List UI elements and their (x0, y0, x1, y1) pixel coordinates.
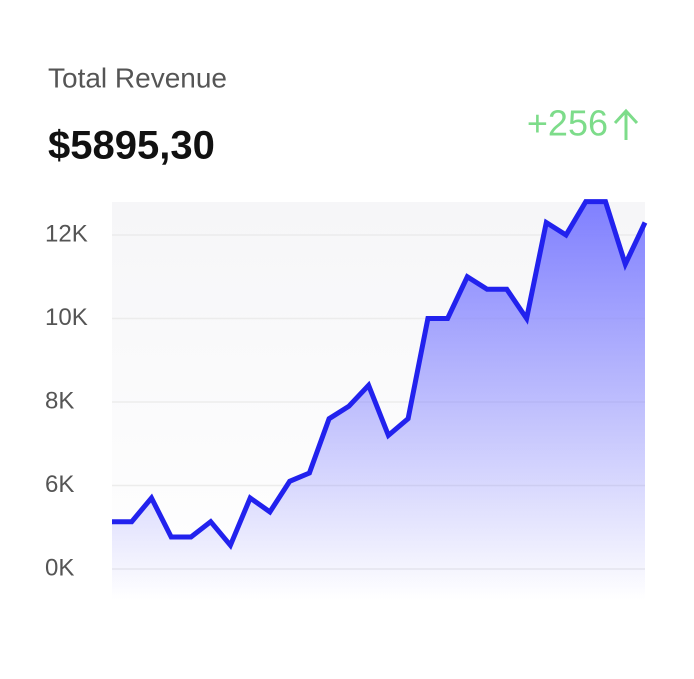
amount: $5895,30 (48, 124, 215, 168)
y-tick-label: 10K (45, 304, 88, 331)
revenue-line (112, 199, 648, 551)
y-tick-label: 6K (45, 471, 74, 498)
change: +256 (527, 103, 608, 144)
up-arrow (613, 108, 639, 140)
plot: 12K 10K 8K 6K 0K (45, 199, 648, 600)
y-tick-label: 0K (45, 554, 74, 581)
y-tick-label: 8K (45, 387, 74, 414)
card-title: Total Revenue (48, 62, 227, 93)
y-tick-label: 12K (45, 220, 88, 247)
area-fill (112, 201, 645, 600)
